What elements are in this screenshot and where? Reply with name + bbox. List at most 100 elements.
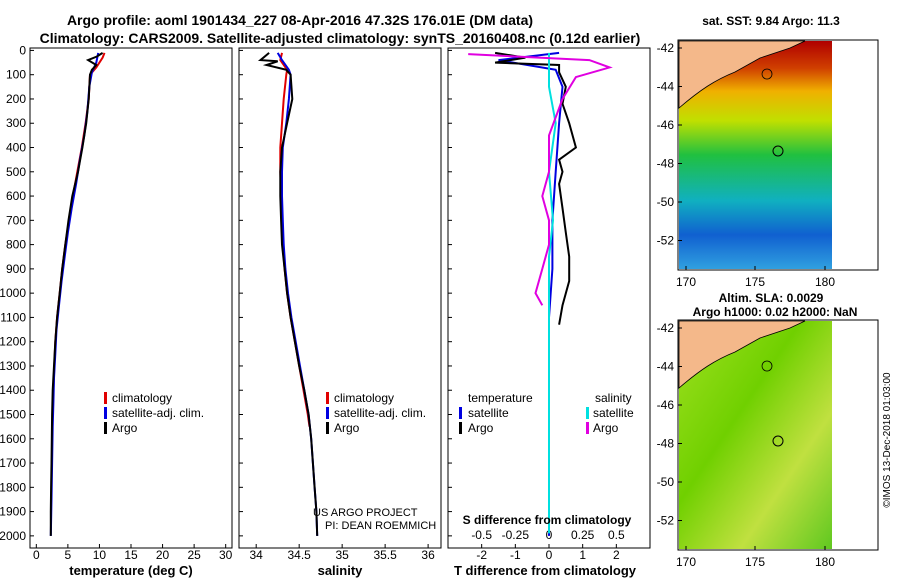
legend-temperature-heading: temperature [468, 391, 533, 405]
s-difference-label: S difference from climatology [463, 513, 632, 527]
imos-footer: ©IMOS 13-Dec-2018 01:03:00 [882, 372, 893, 508]
legend-s-satellite-swatch [586, 407, 589, 419]
depth-tick-label: 700 [6, 213, 26, 227]
legend-argo-label: Argo [334, 421, 360, 435]
sst-map [677, 39, 879, 271]
x-tick-label: 36 [421, 548, 435, 562]
depth-tick-label: 1600 [0, 432, 26, 446]
sst-map-title: sat. SST: 9.84 Argo: 11.3 [702, 14, 840, 28]
x-tick-label: 34 [250, 548, 264, 562]
map-y-tick-label: -50 [657, 475, 675, 489]
temperature-plot-frame [29, 47, 233, 549]
x-tick-label: 0 [33, 548, 40, 562]
sla-map-title: Altim. SLA: 0.0029 [719, 291, 824, 305]
series-argo [49, 52, 104, 536]
legend-argo-label: Argo [112, 421, 138, 435]
island-outline [761, 360, 773, 372]
x-tick-label: 1 [579, 548, 586, 562]
title-line-1: Argo profile: aoml 1901434_227 08-Apr-20… [67, 12, 533, 28]
legend-salinity-heading: salinity [595, 391, 632, 405]
x-tick-label: 5 [65, 548, 72, 562]
x-tick-label: 35.5 [373, 548, 397, 562]
legend-climatology-label: climatology [112, 391, 172, 405]
depth-tick-label: 1300 [0, 359, 26, 373]
series-salinity-satellite [547, 52, 557, 534]
x-tick-label: 10 [93, 548, 107, 562]
depth-tick-label: 400 [6, 141, 26, 155]
map-x-tick-label: 180 [815, 555, 835, 569]
map-y-tick-label: -48 [657, 157, 675, 171]
map-y-tick-label: -44 [657, 80, 675, 94]
legend-argo-swatch [104, 422, 107, 434]
depth-tick-label: 500 [6, 165, 26, 179]
depth-tick-label: 600 [6, 189, 26, 203]
map-y-tick-label: -46 [657, 398, 675, 412]
depth-tick-label: 800 [6, 238, 26, 252]
island-outline [761, 68, 773, 80]
sla-map-subtitle: Argo h1000: 0.02 h2000: NaN [693, 305, 858, 319]
map-y-tick-label: -52 [657, 234, 675, 248]
x-tick-label: 20 [156, 548, 170, 562]
legend-s-satellite-label: satellite [593, 406, 634, 420]
map-x-tick-label: 175 [745, 275, 765, 289]
legend-satellite-swatch [104, 407, 107, 419]
x-tick-label: 35 [335, 548, 349, 562]
legend-s-argo-swatch [586, 422, 589, 434]
map-y-tick-label: -44 [657, 360, 675, 374]
s-tick-label: -0.5 [471, 528, 492, 542]
x-tick-label: 2 [613, 548, 620, 562]
legend-climatology-label: climatology [334, 391, 394, 405]
s-tick-label: 0.25 [571, 528, 595, 542]
project-annotation-line2: PI: DEAN ROEMMICH [325, 520, 436, 532]
map-x-tick-label: 170 [676, 275, 696, 289]
depth-tick-label: 1700 [0, 456, 26, 470]
x-tick-label: 34.5 [287, 548, 311, 562]
s-tick-label: 0.5 [608, 528, 625, 542]
legend-climatology-swatch [326, 392, 329, 404]
x-tick-label: 30 [219, 548, 233, 562]
map-y-tick-label: -48 [657, 437, 675, 451]
sst-map-ticks: 170 175 180 -42 -44 -46 -48 -50 -52 [657, 41, 836, 289]
sla-map [677, 319, 879, 551]
title-line-2: Climatology: CARS2009. Satellite-adjuste… [40, 30, 641, 46]
new-zealand-land [678, 320, 806, 389]
legend-satellite-label: satellite-adj. clim. [334, 406, 426, 420]
depth-tick-label: 0 [19, 43, 26, 57]
project-annotation-line1: US ARGO PROJECT [313, 507, 418, 519]
new-zealand-land [678, 40, 806, 109]
salinity-plot-frame [238, 47, 442, 549]
legend-t-satellite-label: satellite [468, 406, 509, 420]
map-y-tick-label: -52 [657, 514, 675, 528]
depth-tick-label: 100 [6, 68, 26, 82]
x-tick-label: 0 [546, 548, 553, 562]
depth-tick-label: 1900 [0, 505, 26, 519]
x-tick-label: 25 [187, 548, 201, 562]
temperature-legend: climatology satellite-adj. clim. Argo [104, 391, 204, 435]
series-salinity-argo [468, 53, 613, 306]
depth-tick-label: 1400 [0, 383, 26, 397]
map-x-tick-label: 180 [815, 275, 835, 289]
depth-tick-label: 1500 [0, 408, 26, 422]
depth-tick-label: 1200 [0, 335, 26, 349]
salinity-legend: climatology satellite-adj. clim. Argo US… [313, 391, 436, 532]
legend-t-argo-swatch [459, 422, 462, 434]
legend-satellite-swatch [326, 407, 329, 419]
legend-satellite-label: satellite-adj. clim. [112, 406, 204, 420]
legend-t-argo-label: Argo [468, 421, 494, 435]
x-tick-label: 15 [124, 548, 138, 562]
depth-tick-label: 300 [6, 116, 26, 130]
temperature-xlabel: temperature (deg C) [69, 563, 193, 578]
salinity-xlabel: salinity [318, 563, 364, 578]
argo-position-marker [772, 435, 784, 447]
legend-s-argo-label: Argo [593, 421, 619, 435]
map-y-tick-label: -50 [657, 195, 675, 209]
depth-tick-label: 900 [6, 262, 26, 276]
legend-t-satellite-swatch [459, 407, 462, 419]
map-x-tick-label: 170 [676, 555, 696, 569]
depth-tick-labels: 0 100 200 300 400 500 600 700 800 900 1000 1100 1200… [0, 43, 26, 542]
depth-tick-label: 200 [6, 92, 26, 106]
depth-tick-label: 1100 [0, 310, 26, 324]
difference-legend: temperature satellite Argo salinity sate… [459, 391, 634, 435]
lines-layer [49, 51, 613, 536]
